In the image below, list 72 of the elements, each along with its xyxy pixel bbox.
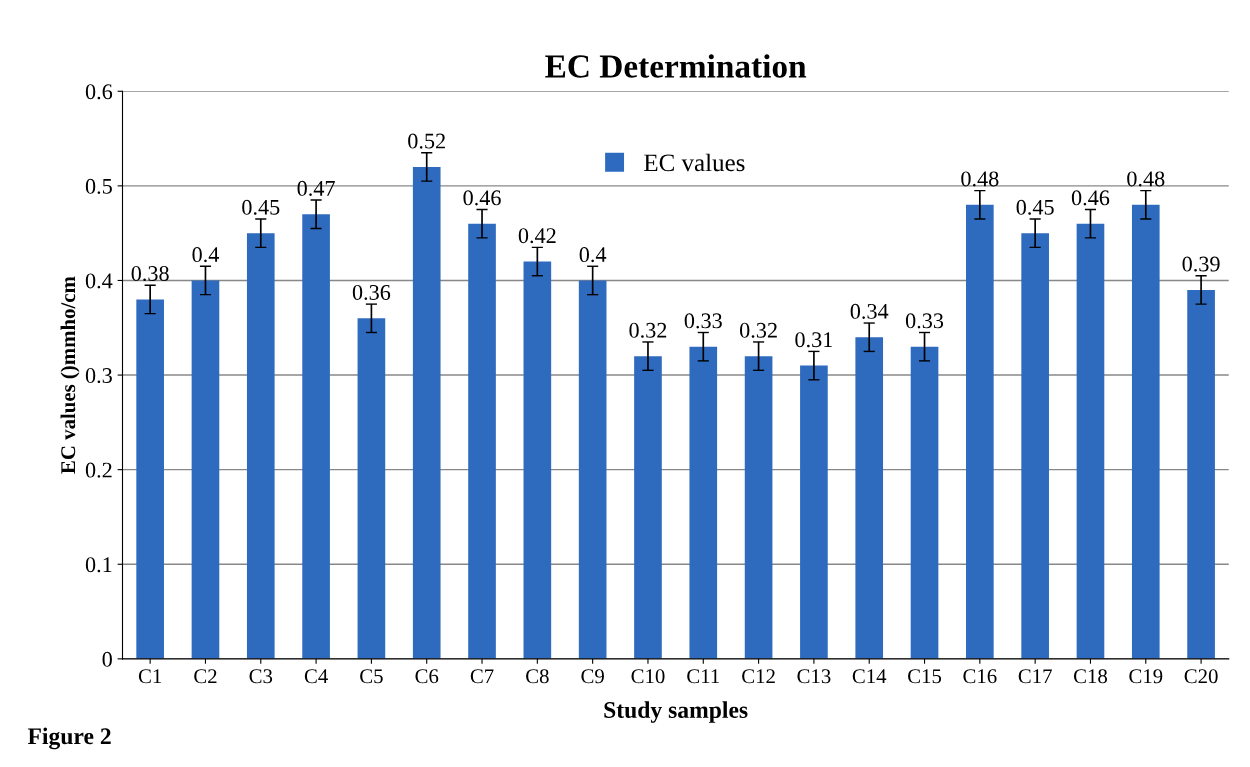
bar [1021,233,1049,659]
x-tick-label: C10 [631,669,665,684]
bar [744,356,773,659]
x-tick-label: C13 [797,669,831,684]
x-tick-label: C19 [1129,669,1163,684]
bar [412,166,441,659]
data-label: 0.33 [684,313,722,329]
data-label: 0.42 [518,228,556,244]
data-label: 0.47 [297,180,335,196]
bar [136,299,164,659]
y-tick-label: 0.2 [85,462,112,478]
data-label: 0.31 [795,332,833,348]
bar [1187,289,1215,659]
legend-label: EC values [644,153,745,172]
chart-title: EC Determination [545,54,807,78]
caption: Figure 2 [27,727,111,750]
data-label: 0.48 [1127,171,1165,187]
x-tick-label: C4 [304,669,328,684]
data-label: 0.46 [1071,190,1110,206]
x-tick-label: C11 [687,669,719,684]
x-tick-label: C9 [581,669,604,684]
x-tick-label: C2 [194,669,217,684]
x-tick-label: C1 [138,669,162,684]
y-tick-label: 0.4 [85,273,113,289]
data-label: 0.32 [740,322,777,338]
y-axis-title: EC values ()mmho/cm [60,276,80,474]
bar [1131,204,1160,659]
data-label: 0.4 [192,247,220,263]
bar [800,365,828,659]
y-tick-label: 0.6 [85,84,113,100]
x-tick-label: C5 [360,669,383,684]
bar [191,280,220,659]
data-label: 0.52 [408,133,445,149]
data-label: 0.45 [1016,199,1054,215]
y-tick-label: 0.3 [85,368,112,384]
bar [523,261,552,659]
x-tick-label: C12 [742,669,775,684]
x-tick-label: C7 [470,669,494,684]
bar [357,318,386,659]
x-tick-label: C16 [963,669,997,684]
y-tick-label: 0.5 [85,178,112,194]
y-tick-label: 0 [102,651,112,667]
data-label: 0.38 [131,265,169,282]
bar [966,204,994,659]
y-tick-label: 0.1 [85,557,112,573]
data-label: 0.45 [242,199,280,215]
x-axis-title: Study samples [604,701,748,723]
data-label: 0.48 [961,171,999,187]
data-label: 0.34 [850,303,889,319]
x-tick-label: C20 [1184,669,1218,684]
bar [468,223,496,659]
bar [910,346,939,659]
x-tick-label: C3 [249,669,273,684]
bar [1076,223,1105,659]
x-tick-label: C15 [908,669,942,684]
x-tick-label: C17 [1018,669,1052,684]
bar [578,280,607,659]
data-label: 0.32 [629,322,667,338]
x-tick-label: C18 [1073,669,1108,684]
x-tick-label: C6 [415,669,439,684]
x-tick-label: C8 [526,669,549,684]
bar [689,346,718,659]
bar [855,337,884,659]
data-label: 0.46 [463,190,501,206]
data-label: 0.4 [579,247,607,263]
bar [634,356,662,659]
bar [302,214,330,659]
bar [246,233,275,659]
x-tick-label: C14 [852,669,887,684]
data-label: 0.33 [905,313,944,329]
data-label: 0.36 [352,284,391,300]
data-label: 0.39 [1182,256,1220,272]
